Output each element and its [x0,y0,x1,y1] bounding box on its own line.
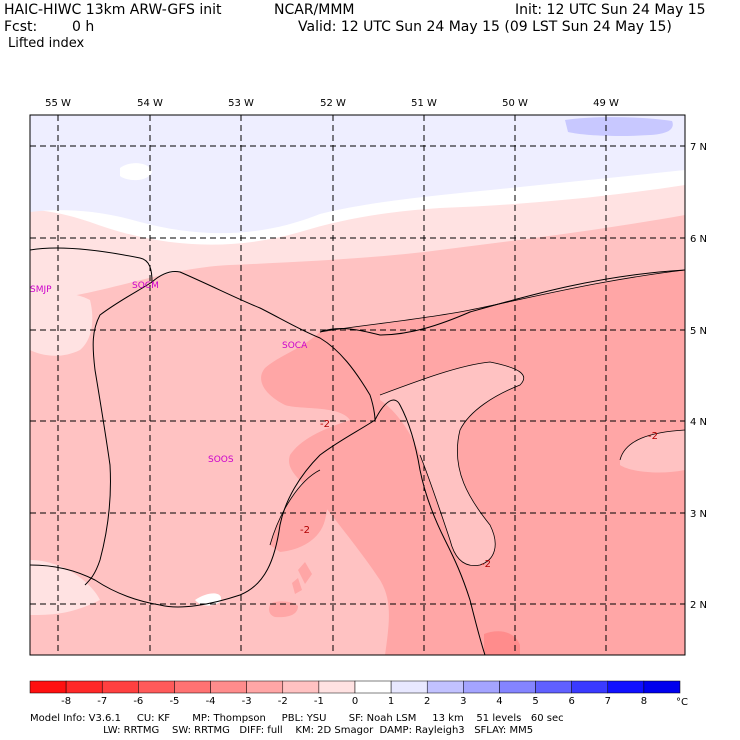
colorbar-swatch [535,680,572,694]
latitude-labels: 7 N 6 N 5 N 4 N 3 N 2 N [690,142,707,611]
colorbar-tick-label: 6 [568,696,574,707]
station-labels: SMJP SOCM SOCA SOOS [30,281,308,465]
colorbar-tick-label: -6 [133,696,143,707]
org-label: NCAR/MMM [274,2,355,18]
colorbar-tick-label: -2 [278,696,288,707]
contour-label: -2 [648,431,658,442]
init-time: Init: 12 UTC Sun 24 May 15 [515,2,706,18]
filled-contours [30,115,685,655]
longitude-labels: 55 W 54 W 53 W 52 W 51 W 50 W 49 W [45,98,619,109]
colorbar-swatch [426,680,464,694]
colorbar-unit: °C [676,697,688,708]
lat-label: 6 N [690,234,707,245]
colorbar-tick-label: -5 [169,696,179,707]
model-info-line2: LW: RRTMG SW: RRTMG DIFF: full KM: 2D Sm… [30,725,534,736]
contour-value-labels: -2 -2 -2 -2 [300,419,658,570]
colorbar-tick-label: -3 [242,696,252,707]
lon-label: 51 W [411,98,437,109]
colorbar-tick-label: 7 [605,696,611,707]
station-label: SOCA [282,341,308,351]
colorbar-tick-label: -7 [97,696,107,707]
colorbar-tick-label: 4 [496,696,502,707]
contour-label: -2 [320,419,330,430]
coastlines [30,247,685,655]
model-info-line1: Model Info: V3.6.1 CU: KF MP: Thompson P… [30,713,564,724]
colorbar-swatch [643,680,681,694]
plot-frame [29,114,686,656]
colorbar-tick-label: 3 [460,696,466,707]
colorbar-swatch [282,680,320,694]
colorbar-swatch [138,680,175,694]
colorbar-tick-label: 2 [424,696,430,707]
colorbar-tick-label: -1 [314,696,324,707]
lon-label: 50 W [502,98,528,109]
colorbar-tick-label: 0 [352,696,358,707]
valid-time: Valid: 12 UTC Sun 24 May 15 (09 LST Sun … [298,19,672,35]
lat-label: 5 N [690,326,707,337]
forecast-label: Fcst: [4,19,38,35]
contour-label: -2 [300,525,310,536]
lat-label: 2 N [690,600,707,611]
colorbar-swatch [246,680,284,694]
colorbar-swatch [210,680,247,694]
colorbar-swatch [607,680,645,694]
colorbar: -8 -7 -6 -5 -4 -3 -2 -1 0 1 2 3 4 5 6 7 8 [29,680,681,707]
forecast-hour: 0 h [72,19,95,35]
field-name: Lifted index [8,36,85,51]
colorbar-swatch [318,680,356,694]
lon-label: 55 W [45,98,71,109]
lon-label: 49 W [593,98,619,109]
colorbar-swatch [390,680,428,694]
colorbar-tick-label: -8 [61,696,71,707]
colorbar-tick-label: 8 [641,696,647,707]
station-label: SMJP [30,285,52,295]
lat-label: 4 N [690,417,707,428]
station-label: SOOS [208,455,234,465]
lat-label: 7 N [690,142,707,153]
colorbar-tick-label: -4 [206,696,216,707]
colorbar-tick-label: 5 [532,696,538,707]
lon-label: 52 W [320,98,346,109]
colorbar-swatch [29,680,67,694]
colorbar-tick-label: 1 [388,696,394,707]
model-title: HAIC-HIWC 13km ARW-GFS init [4,2,222,18]
station-label: SOCM [132,281,159,291]
lon-label: 54 W [137,98,163,109]
colorbar-swatch [463,680,500,694]
colorbar-swatch [354,680,392,694]
contour-lines [269,269,685,567]
lon-label: 53 W [228,98,254,109]
lat-label: 3 N [690,509,707,520]
colorbar-swatch [65,680,103,694]
lat-lon-grid [30,115,685,655]
colorbar-swatch [101,680,139,694]
colorbar-swatch [174,680,211,694]
contour-label: -2 [481,559,491,570]
colorbar-swatch [571,680,609,694]
colorbar-swatch [499,680,536,694]
